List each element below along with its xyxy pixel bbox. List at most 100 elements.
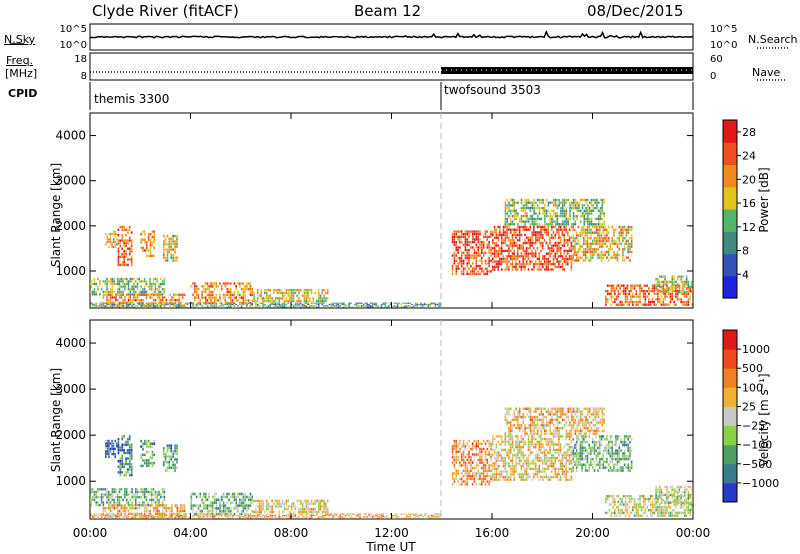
velocity-data-cell — [305, 516, 307, 518]
nsky-label: N.Sky — [4, 33, 36, 46]
power-data-cell — [644, 292, 647, 296]
power-data-cell — [273, 303, 275, 306]
power-data-cell — [657, 280, 659, 283]
power-data-cell — [497, 252, 499, 255]
power-data-cell — [147, 233, 150, 236]
velocity-data-cell — [278, 510, 280, 514]
velocity-data-cell — [520, 475, 523, 479]
power-data-cell — [509, 223, 512, 226]
power-data-cell — [542, 241, 544, 245]
velocity-data-cell — [262, 514, 264, 517]
power-data-cell — [109, 293, 112, 296]
power-data-cell — [455, 264, 458, 268]
power-data-cell — [504, 236, 507, 239]
velocity-data-cell — [256, 499, 259, 503]
power-data-cell — [497, 249, 499, 253]
velocity-data-cell — [109, 493, 112, 496]
power-data-cell — [312, 297, 315, 300]
power-data-cell — [520, 265, 523, 269]
power-data-cell — [559, 249, 562, 253]
power-data-cell — [129, 303, 132, 306]
power-data-cell — [673, 278, 675, 281]
power-data-cell — [531, 231, 533, 234]
velocity-data-cell — [149, 516, 151, 518]
velocity-data-cell — [455, 445, 458, 448]
power-data-cell — [262, 302, 264, 304]
power-data-cell — [502, 231, 505, 234]
power-data-cell — [455, 243, 458, 246]
power-data-cell — [558, 225, 560, 229]
velocity-data-cell — [504, 440, 507, 443]
power-data-cell — [204, 282, 207, 285]
power-data-cell — [210, 299, 212, 302]
power-data-cell — [543, 263, 546, 266]
power-data-cell — [127, 288, 130, 291]
power-data-cell — [142, 293, 144, 296]
power-data-cell — [140, 304, 142, 307]
power-data-cell — [249, 293, 252, 297]
power-data-cell — [615, 298, 618, 301]
power-data-cell — [149, 252, 152, 255]
power-data-cell — [462, 272, 465, 276]
power-data-cell — [228, 306, 230, 308]
velocity-data-cell — [134, 488, 137, 491]
velocity-data-cell — [326, 507, 329, 511]
power-data-cell — [246, 282, 248, 285]
power-data-cell — [475, 267, 478, 270]
velocity-data-cell — [233, 517, 236, 519]
power-data-cell — [500, 233, 503, 237]
power-data-cell — [606, 289, 609, 293]
velocity-data-cell — [308, 502, 311, 505]
power-data-cell — [355, 305, 358, 307]
velocity-data-cell — [158, 501, 160, 504]
power-data-cell — [534, 252, 537, 255]
power-data-cell — [587, 209, 589, 212]
velocity-data-cell — [90, 514, 92, 517]
power-data-cell — [160, 296, 162, 299]
velocity-data-cell — [538, 443, 541, 446]
power-data-cell — [230, 299, 232, 302]
power-data-cell — [680, 300, 682, 304]
power-data-cell — [492, 233, 494, 237]
velocity-data-cell — [192, 510, 194, 513]
power-data-cell — [178, 296, 180, 299]
power-data-cell — [125, 242, 127, 245]
power-data-cell — [460, 235, 463, 239]
power-data-cell — [161, 288, 164, 291]
power-data-cell — [133, 288, 135, 291]
velocity-data-cell — [181, 515, 184, 518]
velocity-data-cell — [486, 469, 489, 472]
power-data-cell — [97, 305, 99, 307]
velocity-data-cell — [475, 475, 478, 478]
power-data-cell — [375, 305, 377, 307]
power-data-cell — [675, 284, 677, 287]
power-data-cell — [133, 290, 135, 293]
power-data-cell — [130, 250, 133, 253]
power-data-cell — [484, 267, 487, 270]
velocity-data-cell — [140, 504, 142, 507]
power-data-cell — [648, 289, 650, 293]
power-data-cell — [124, 277, 126, 281]
power-data-cell — [156, 280, 158, 283]
velocity-data-cell — [203, 495, 205, 499]
power-data-cell — [547, 228, 549, 231]
power-data-cell — [154, 277, 157, 281]
power-data-cell — [558, 263, 560, 266]
power-data-cell — [204, 287, 207, 291]
power-data-cell — [676, 284, 679, 287]
velocity-data-cell — [495, 454, 498, 457]
velocity-data-cell — [502, 475, 505, 479]
velocity-data-cell — [504, 448, 507, 452]
velocity-data-cell — [161, 517, 164, 519]
power-data-cell — [264, 299, 266, 303]
power-data-cell — [90, 285, 92, 288]
velocity-data-cell — [129, 507, 132, 510]
velocity-data-cell — [147, 445, 150, 448]
power-data-cell — [160, 277, 162, 281]
power-data-cell — [462, 259, 465, 262]
velocity-data-cell — [174, 469, 176, 472]
power-data-cell — [590, 253, 592, 257]
power-data-cell — [506, 268, 508, 271]
power-data-cell — [166, 253, 169, 257]
velocity-data-cell — [468, 450, 470, 453]
